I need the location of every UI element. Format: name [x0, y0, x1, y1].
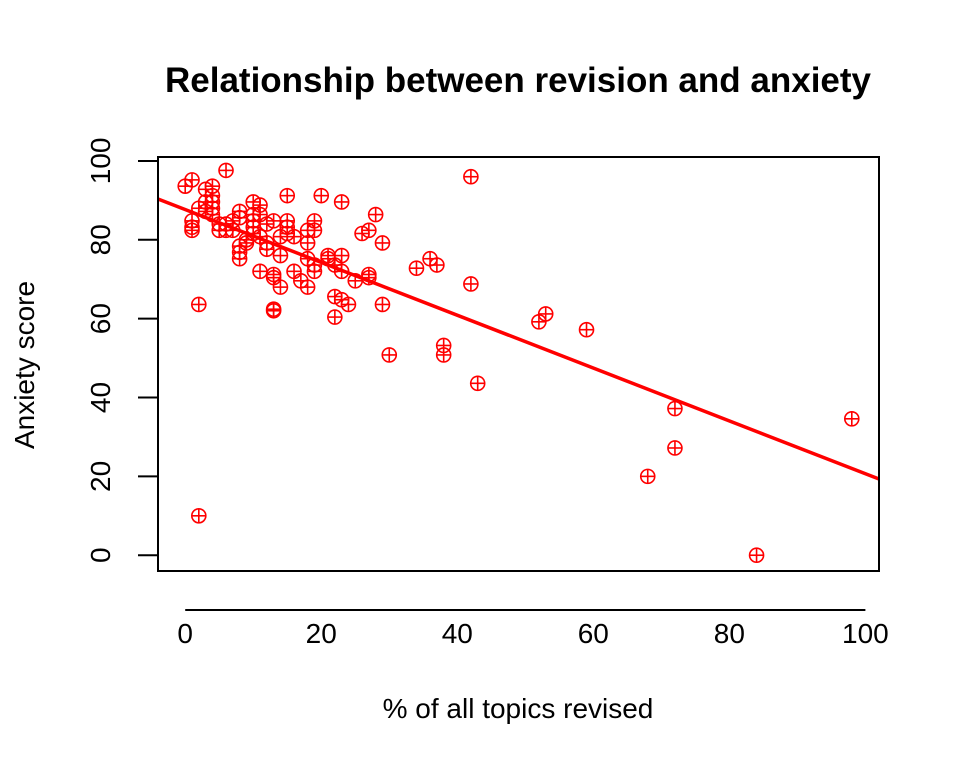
y-tick-label: 40	[85, 382, 116, 413]
data-point	[313, 187, 330, 204]
x-tick-label: 0	[177, 618, 193, 649]
data-point	[340, 296, 357, 313]
data-point	[265, 213, 282, 229]
data-point	[361, 222, 377, 239]
data-point	[333, 263, 350, 280]
data-point	[639, 468, 656, 485]
data-point	[252, 263, 268, 280]
data-point	[218, 162, 234, 179]
y-tick-label: 0	[85, 547, 116, 563]
data-point	[361, 269, 377, 286]
data-point	[667, 400, 683, 417]
chart-title: Relationship between revision and anxiet…	[165, 61, 872, 100]
data-point	[191, 507, 207, 524]
data-point	[306, 222, 323, 239]
regression-layer	[157, 197, 880, 481]
x-tick-label: 60	[578, 618, 609, 649]
data-point	[204, 206, 221, 223]
data-point	[429, 257, 445, 273]
data-point	[286, 228, 302, 245]
data-point	[306, 263, 323, 280]
data-point	[667, 440, 683, 456]
data-point	[279, 187, 296, 204]
data-point	[286, 263, 302, 280]
data-point	[367, 206, 384, 223]
data-point	[381, 347, 398, 363]
y-tick-label: 100	[85, 138, 116, 185]
y-axis: 0 20 40 60 80 100	[85, 138, 159, 563]
data-point	[238, 235, 255, 251]
x-tick-label: 20	[306, 618, 337, 649]
x-tick-label: 80	[714, 618, 745, 649]
y-axis-label: Anxiety score	[9, 281, 40, 449]
data-point	[463, 168, 479, 185]
data-point	[374, 235, 391, 251]
x-axis-label: % of all topics revised	[383, 693, 654, 724]
data-point	[374, 296, 391, 313]
plot-frame	[157, 156, 880, 572]
y-tick-label: 80	[85, 224, 116, 255]
data-point	[184, 172, 200, 188]
data-point	[327, 309, 343, 325]
data-point	[299, 279, 316, 295]
data-point	[191, 296, 207, 313]
data-point	[265, 302, 282, 319]
x-tick-label: 40	[442, 618, 473, 649]
data-point	[272, 279, 289, 295]
data-point	[469, 375, 486, 392]
data-point	[184, 222, 200, 239]
y-tick-label: 20	[85, 461, 116, 492]
data-point	[347, 273, 364, 289]
data-point	[463, 276, 479, 292]
regression-line	[157, 197, 880, 481]
data-point	[408, 260, 425, 276]
x-axis: 0 20 40 60 80 100	[177, 609, 889, 649]
data-point	[748, 547, 765, 564]
data-point	[299, 235, 316, 251]
data-point	[265, 269, 282, 286]
data-point	[231, 209, 248, 226]
data-point	[231, 250, 248, 267]
y-tick-label: 60	[85, 303, 116, 334]
data-point	[435, 347, 452, 363]
data-point	[578, 321, 595, 338]
data-point	[252, 206, 268, 223]
data-point	[333, 194, 350, 210]
data-point	[333, 247, 350, 264]
x-tick-label: 100	[842, 618, 889, 649]
data-points	[177, 162, 860, 564]
data-point	[843, 411, 860, 427]
data-point	[272, 247, 289, 264]
data-point	[259, 241, 275, 258]
data-point	[537, 306, 554, 322]
